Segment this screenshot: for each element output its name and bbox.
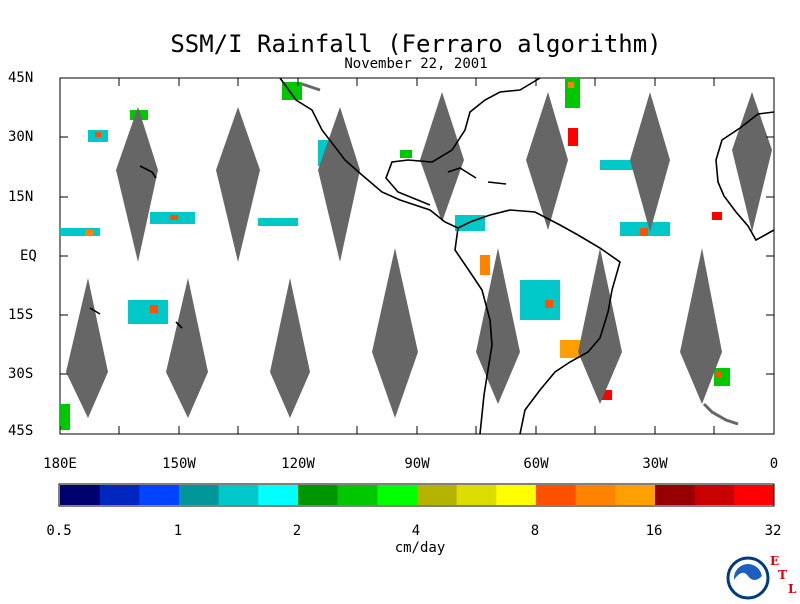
lat-label-45s: 45S: [8, 423, 34, 439]
colorbar-swatch: [377, 485, 418, 505]
lon-label-0: 0: [769, 456, 779, 472]
logo-letter: T: [778, 568, 787, 582]
logo-letter: L: [788, 582, 797, 596]
lon-label-60w: 60W: [523, 456, 549, 472]
lat-label-30s: 30S: [8, 366, 34, 382]
colorbar-frame: [58, 483, 775, 507]
colorbar-swatch: [655, 485, 696, 505]
colorbar-swatch: [258, 485, 299, 505]
lat-label-15n: 15N: [8, 189, 34, 205]
colorbar-swatch: [575, 485, 616, 505]
lon-label-90w: 90W: [404, 456, 430, 472]
rain-patches: [60, 78, 730, 430]
colorbar-label: 0.5: [46, 523, 72, 539]
colorbar-swatch: [496, 485, 537, 505]
colorbar-label: 4: [411, 523, 421, 539]
colorbar-swatch: [60, 485, 101, 505]
colorbar-swatch: [337, 485, 378, 505]
colorbar-swatch: [298, 485, 339, 505]
colorbar-swatch: [179, 485, 220, 505]
colorbar-units: cm/day: [394, 540, 446, 556]
lon-label-180e: 180E: [43, 456, 77, 472]
lat-label-45n: 45N: [8, 70, 34, 86]
lon-label-30w: 30W: [642, 456, 668, 472]
colorbar-swatch: [694, 485, 735, 505]
lat-label-30n: 30N: [8, 129, 34, 145]
colorbar-label: 16: [645, 523, 663, 539]
noaa-etl-logo: E T L: [726, 554, 800, 600]
coastlines: [89, 77, 775, 435]
colorbar-label: 8: [530, 523, 540, 539]
lon-ticks: [59, 78, 715, 434]
lon-label-150w: 150W: [162, 456, 196, 472]
colorbar-swatch: [615, 485, 656, 505]
colorbar-swatch: [734, 485, 775, 505]
colorbar-label: 2: [292, 523, 302, 539]
lat-ticks: [60, 77, 774, 435]
lon-label-120w: 120W: [281, 456, 315, 472]
logo-letter: E: [770, 554, 780, 568]
swath-gaps: [66, 92, 772, 418]
colorbar-label: 32: [764, 523, 782, 539]
map-date: November 22, 2001: [344, 56, 488, 72]
map-title: SSM/I Rainfall (Ferraro algorithm): [170, 30, 662, 58]
colorbar-swatch: [536, 485, 577, 505]
antarctic-ice: [301, 82, 739, 426]
noaa-logo-icon: [726, 556, 770, 600]
map-frame: [59, 77, 775, 435]
lat-label-15s: 15S: [8, 307, 34, 323]
lat-label-eq: EQ: [20, 248, 37, 264]
colorbar: [60, 485, 775, 505]
colorbar-swatch: [99, 485, 140, 505]
colorbar-swatch: [417, 485, 458, 505]
colorbar-swatch: [218, 485, 259, 505]
colorbar-swatch: [456, 485, 497, 505]
colorbar-swatch: [139, 485, 180, 505]
colorbar-label: 1: [173, 523, 183, 539]
